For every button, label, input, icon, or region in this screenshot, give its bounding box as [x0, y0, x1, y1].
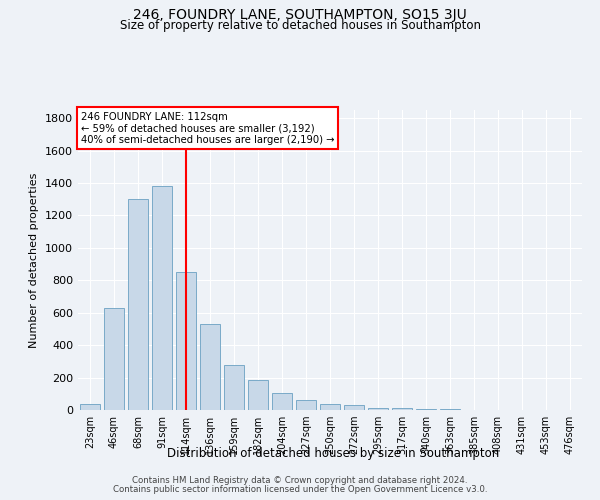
- Text: 246 FOUNDRY LANE: 112sqm
← 59% of detached houses are smaller (3,192)
40% of sem: 246 FOUNDRY LANE: 112sqm ← 59% of detach…: [80, 112, 334, 144]
- Text: Contains HM Land Registry data © Crown copyright and database right 2024.: Contains HM Land Registry data © Crown c…: [132, 476, 468, 485]
- Bar: [296, 400, 316, 410]
- Bar: [80, 404, 100, 410]
- Bar: [152, 186, 172, 410]
- Bar: [128, 199, 148, 410]
- Bar: [248, 380, 268, 410]
- Bar: [392, 408, 412, 410]
- Bar: [440, 409, 460, 410]
- Bar: [368, 408, 388, 410]
- Bar: [416, 408, 436, 410]
- Text: Size of property relative to detached houses in Southampton: Size of property relative to detached ho…: [119, 19, 481, 32]
- Bar: [176, 272, 196, 410]
- Text: 246, FOUNDRY LANE, SOUTHAMPTON, SO15 3JU: 246, FOUNDRY LANE, SOUTHAMPTON, SO15 3JU: [133, 8, 467, 22]
- Bar: [272, 393, 292, 410]
- Text: Distribution of detached houses by size in Southampton: Distribution of detached houses by size …: [167, 448, 499, 460]
- Bar: [344, 405, 364, 410]
- Bar: [320, 404, 340, 410]
- Bar: [104, 308, 124, 410]
- Bar: [224, 364, 244, 410]
- Y-axis label: Number of detached properties: Number of detached properties: [29, 172, 40, 348]
- Text: Contains public sector information licensed under the Open Government Licence v3: Contains public sector information licen…: [113, 485, 487, 494]
- Bar: [200, 324, 220, 410]
